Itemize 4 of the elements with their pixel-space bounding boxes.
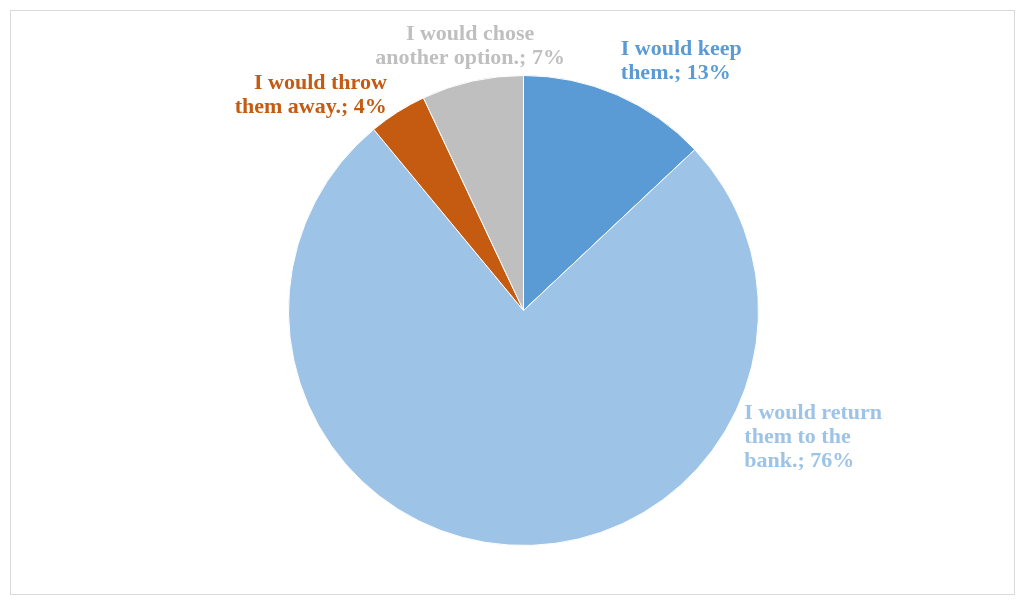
slice-label: I would throw them away.; 4% — [234, 69, 387, 119]
slice-label: I would chose another option.; 7% — [375, 20, 565, 70]
slice-label: I would keep them.; 13% — [620, 34, 742, 84]
slice-label: I would return them to the bank.; 76% — [744, 399, 883, 472]
